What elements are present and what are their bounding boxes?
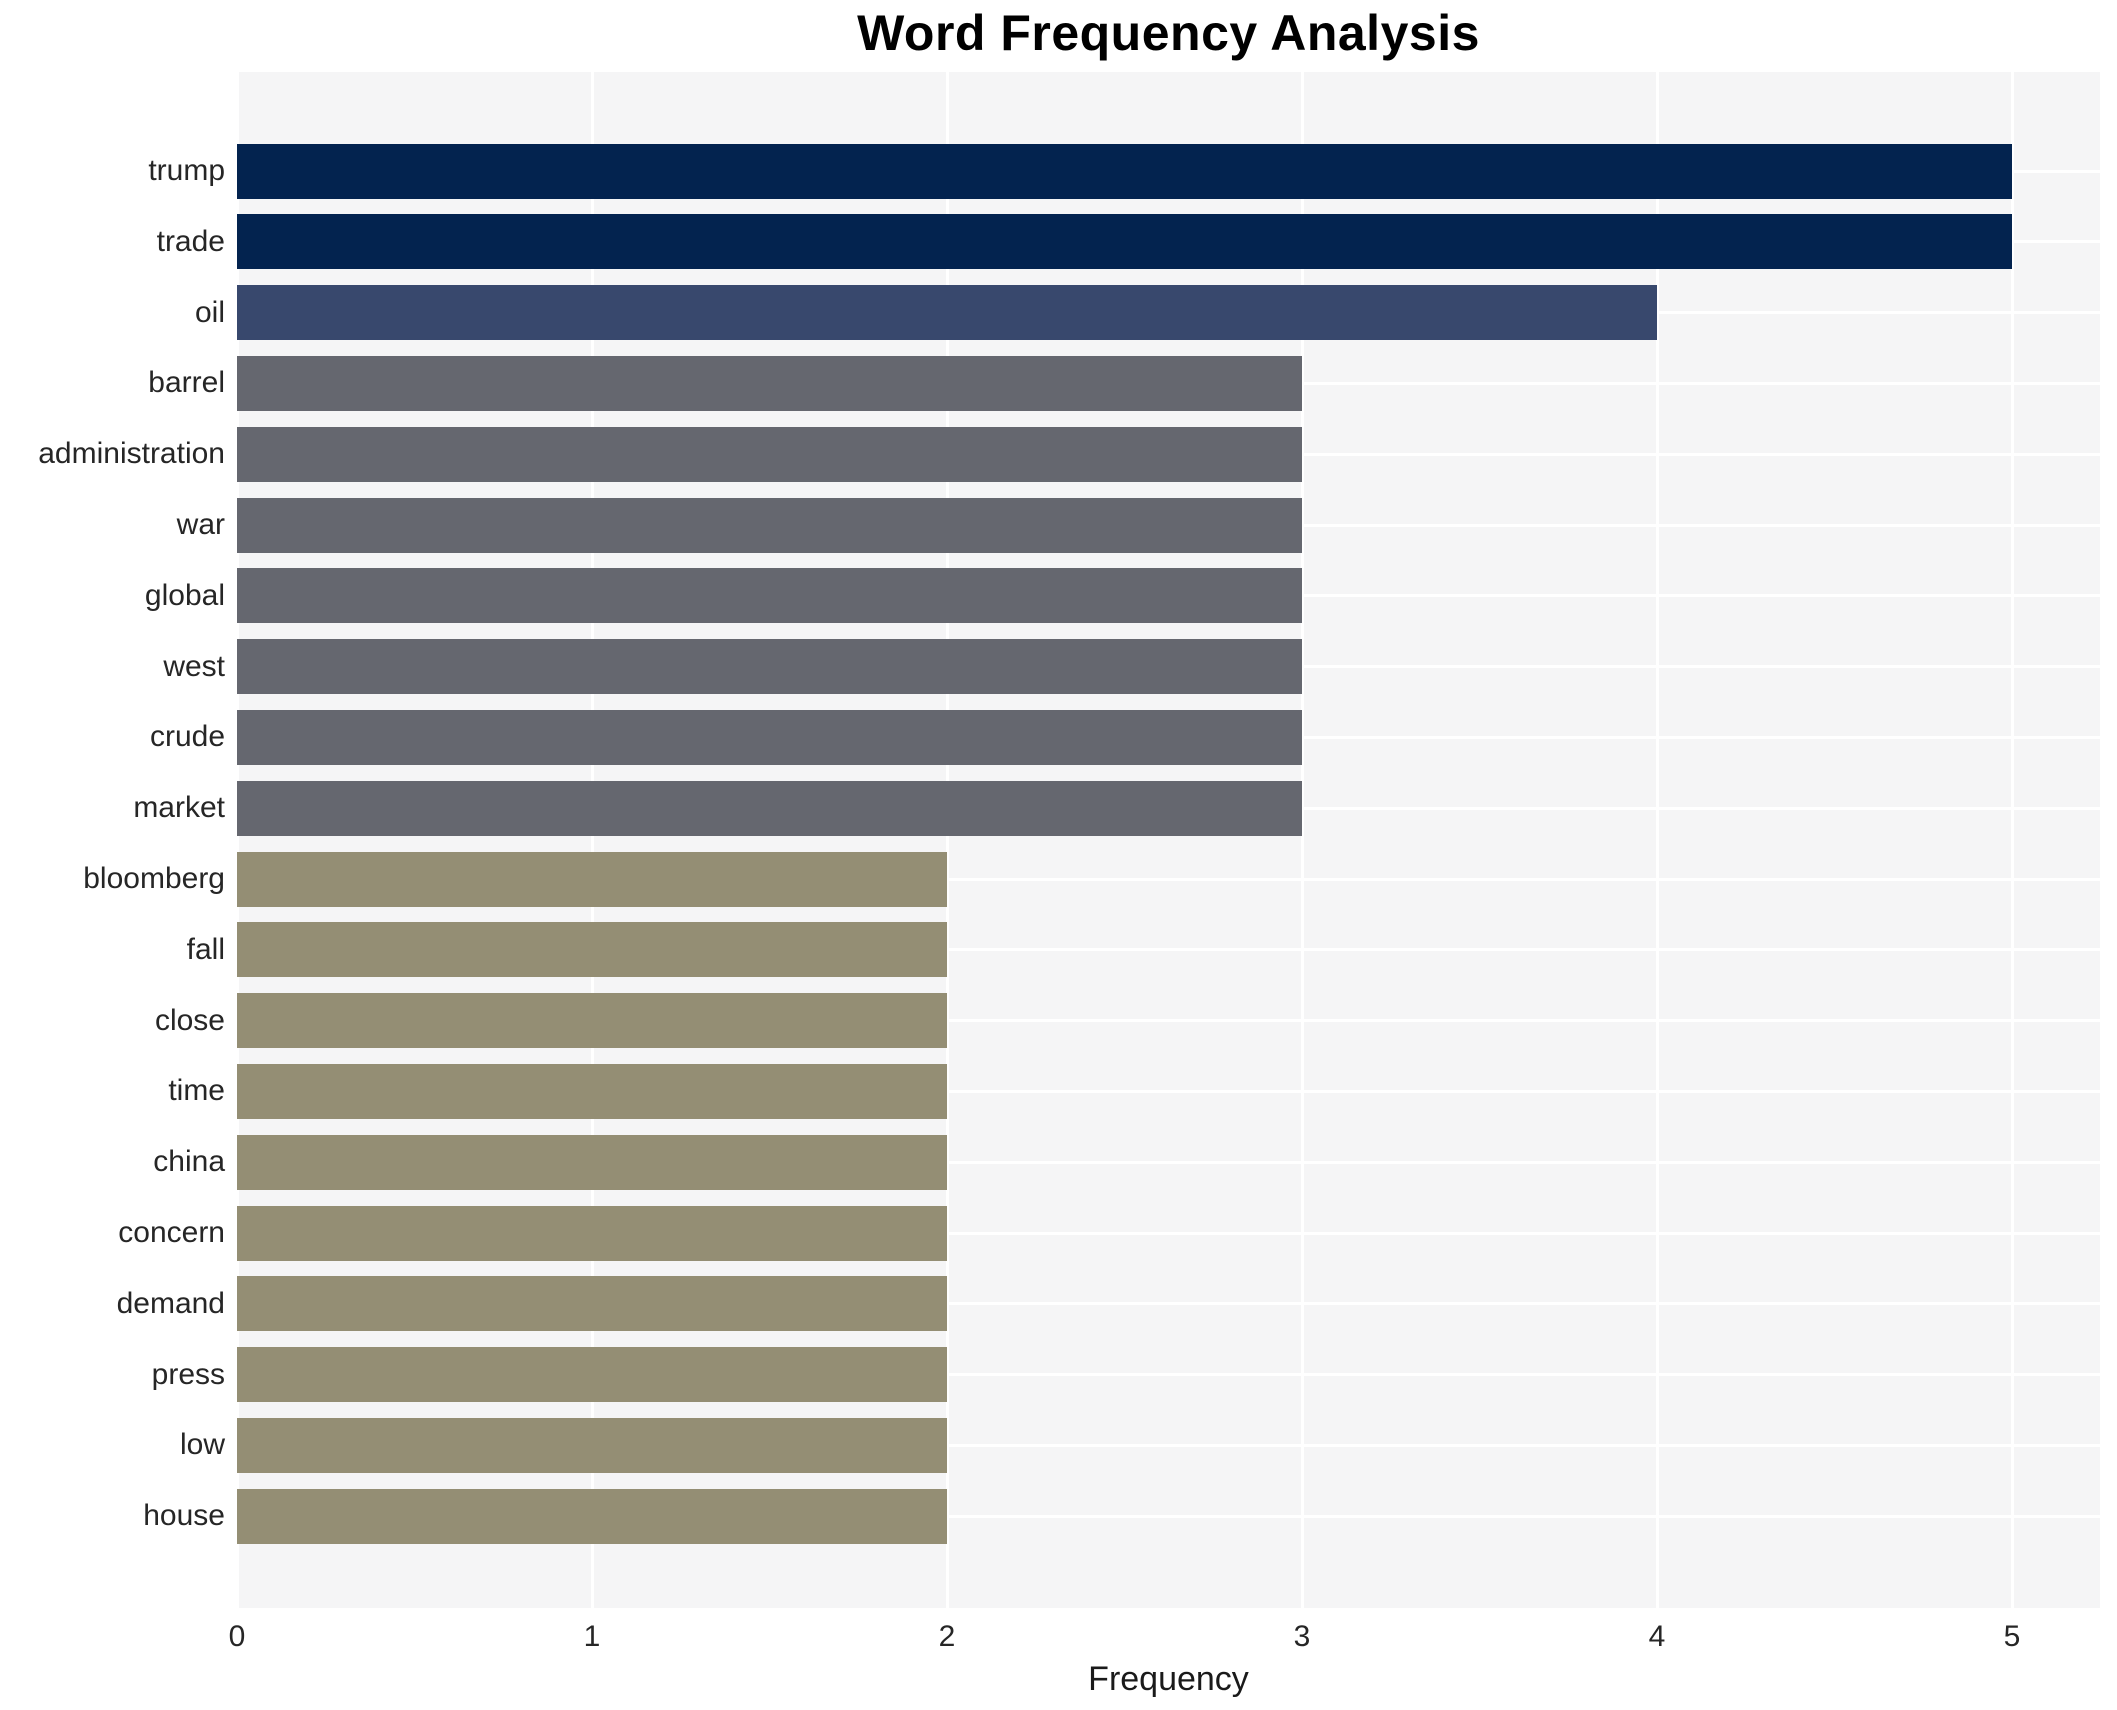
bar [237, 1276, 947, 1332]
y-axis-label: press [151, 1357, 225, 1391]
y-axis-label: trump [148, 154, 225, 187]
bar [237, 497, 1302, 553]
gridline-vertical [1655, 72, 1659, 1608]
gridline-horizontal [237, 1160, 2100, 1164]
y-axis-label: war [176, 508, 225, 541]
bar [237, 355, 1302, 411]
bar [237, 1063, 947, 1119]
chart-title: Word Frequency Analysis [857, 5, 1480, 61]
bar [237, 709, 1302, 765]
x-axis-tick-label: 5 [2003, 1620, 2021, 1653]
gridline-horizontal [237, 1514, 2100, 1518]
bar [237, 1347, 947, 1403]
x-axis-tick-label: 2 [938, 1620, 956, 1653]
y-axis-label: demand [116, 1286, 225, 1320]
y-axis-label: time [168, 1074, 225, 1108]
y-axis-label: administration [38, 437, 225, 471]
bar [237, 285, 1657, 341]
bar [237, 1488, 947, 1544]
y-axis-label: fall [186, 932, 225, 966]
plot-area [237, 72, 2100, 1608]
gridline-vertical [1300, 72, 1304, 1608]
gridline-horizontal [237, 877, 2100, 881]
y-axis-label: market [133, 791, 225, 825]
y-axis-label: trade [156, 224, 225, 258]
bar [237, 1205, 947, 1261]
gridline-horizontal [237, 1373, 2100, 1377]
y-axis-label: bloomberg [83, 862, 225, 895]
gridline-horizontal [237, 948, 2100, 952]
x-axis-tick-label: 4 [1648, 1620, 1666, 1653]
x-axis-label: Frequency [1088, 1660, 1249, 1698]
bar [237, 993, 947, 1049]
gridline-vertical [945, 72, 949, 1608]
bar [237, 568, 1302, 624]
gridline-horizontal [237, 1302, 2100, 1306]
gridline-horizontal [237, 1231, 2100, 1235]
y-axis-label: house [143, 1499, 225, 1533]
gridline-vertical [590, 72, 594, 1608]
y-axis-label: global [144, 578, 225, 612]
gridline-vertical [237, 72, 239, 1608]
bar [237, 1134, 947, 1190]
bar [237, 780, 1302, 836]
y-axis-label: china [153, 1145, 225, 1179]
y-axis-label: west [163, 649, 225, 683]
bar [237, 143, 2012, 199]
y-axis-label: crude [149, 720, 225, 754]
x-axis-tick-label: 0 [228, 1620, 246, 1653]
bar [237, 851, 947, 907]
bar [237, 639, 1302, 695]
x-axis-tick-label: 3 [1293, 1620, 1311, 1653]
y-axis-label: oil [194, 295, 225, 329]
gridline-horizontal [237, 1089, 2100, 1093]
bar [237, 1417, 947, 1473]
gridline-horizontal [237, 1443, 2100, 1447]
x-axis-tick-label: 1 [583, 1620, 601, 1653]
gridline-vertical [2010, 72, 2014, 1608]
y-axis-label: close [154, 1003, 225, 1037]
y-axis-label: low [179, 1428, 225, 1462]
y-axis-label: barrel [148, 366, 225, 400]
y-axis-label: concern [118, 1216, 225, 1249]
bar [237, 426, 1302, 482]
bar [237, 214, 2012, 270]
gridline-horizontal [237, 1019, 2100, 1023]
bar [237, 922, 947, 978]
